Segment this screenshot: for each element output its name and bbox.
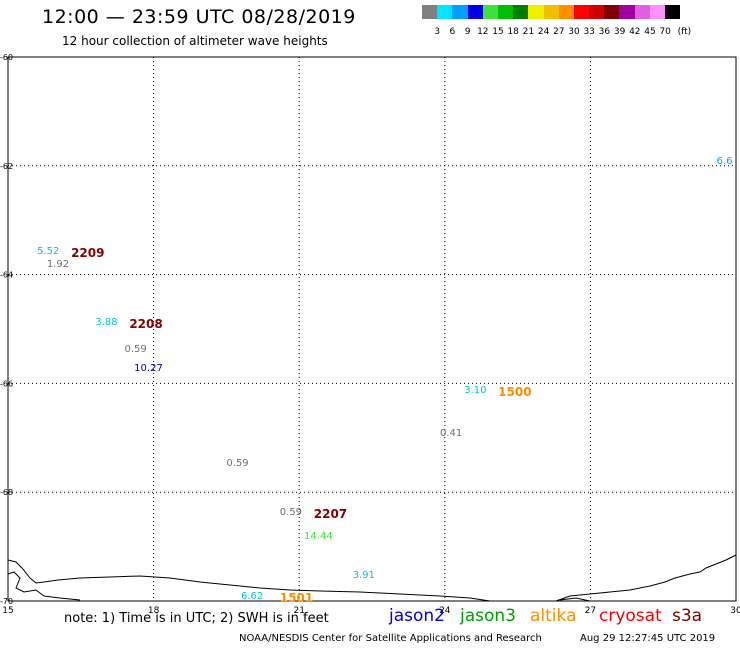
legend-label: 6 [449,27,456,37]
lat-tick-label: -60 [0,53,13,62]
legend-unit: (ft) [677,27,692,37]
wave-height-value: 10.27 [134,362,163,374]
legend-label: 42 [629,27,641,37]
legend-swatch [543,5,559,19]
coastline-east [555,554,737,602]
coastline-west [7,559,491,602]
wave-height-value: 3.88 [95,316,118,328]
legend-swatch [528,5,544,19]
wave-height-value: 3.10 [464,384,487,396]
legend-label: 36 [598,27,611,37]
legend-swatch [452,5,468,19]
legend-swatch [513,5,529,19]
map-subtitle: 12 hour collection of altimeter wave hei… [62,34,328,48]
wave-height-value: 0.59 [124,343,147,355]
legend-label: 70 [659,27,671,37]
wave-height-value: 0.59 [226,458,249,469]
wave-height-value: 0.59 [279,506,303,518]
legend-label: 15 [492,27,504,37]
lat-tick-label: -64 [0,271,13,280]
legend-swatch [482,5,498,19]
pass-time-label: 2207 [313,506,348,521]
wave-height-value: 0.41 [439,428,463,440]
lat-tick-label: -62 [0,162,13,171]
legend-label: 30 [568,27,580,37]
legend-swatch [497,5,514,19]
satellite-cryosat: cryosat [599,606,662,626]
legend-swatch [573,5,590,19]
legend-label: 18 [507,27,519,37]
color-legend: 3 6 9 12 15 18 21 24 27 30 33 36 39 42 45 70 (ft) [422,5,691,37]
pass-time-label: 1501 [279,591,314,606]
lat-tick-label: -66 [0,379,13,388]
plot-frame [7,56,737,602]
wave-height-value: 6.6 [716,156,733,168]
legend-label: 33 [583,27,595,37]
legend-label: 27 [553,27,565,37]
legend-swatch [634,5,650,19]
pass-time-label: 2208 [129,316,163,331]
wave-height-value: 14.44 [304,531,333,543]
pass-time-label: 2209 [71,245,105,260]
coastline-islet [559,597,591,602]
satellite-jason3: jason3 [460,606,516,626]
wave-height-value: 6.62 [240,591,264,603]
credit-line: NOAA/NESDIS Center for Satellite Applica… [239,633,542,644]
satellite-jason2: jason2 [389,606,445,626]
legend-label: 9 [464,27,471,37]
legend-label: 21 [522,27,535,37]
wave-height-value: 5.52 [37,245,60,257]
legend-label: 3 [434,27,441,37]
coastline-inlet [7,571,81,601]
legend-label: 12 [477,27,489,37]
legend-swatch [619,5,635,19]
footer-note: note: 1) Time is in UTC; 2) SWH is in fe… [64,611,329,626]
legend-swatch [437,5,453,19]
wave-height-value: 3.91 [352,569,375,581]
legend-label: 24 [537,27,550,37]
lon-tick-label: 18 [148,606,160,616]
pass-time-label: 1500 [498,384,532,399]
lon-tick-label: 24 [439,606,451,616]
lat-tick-label: -70 [0,597,13,606]
legend-swatch [665,5,681,19]
lon-tick-label: 21 [293,606,304,616]
satellite-s3a: s3a [672,606,703,626]
legend-swatch [649,5,665,19]
legend-swatch [467,5,483,19]
legend-swatch [589,5,605,19]
lon-tick-label: 15 [2,606,13,616]
legend-label: 39 [613,27,626,37]
legend-swatch [558,5,574,19]
satellite-altika: altika [530,606,577,626]
map-title: 12:00 — 23:59 UTC 08/28/2019 [42,6,356,28]
legend-label: 45 [644,27,656,37]
legend-swatch [604,5,620,19]
generation-timestamp: Aug 29 12:27:45 UTC 2019 [580,633,716,644]
lon-tick-label: 30 [730,606,740,616]
lat-tick-label: -68 [0,488,13,497]
legend-swatch [422,5,438,19]
wave-height-value: 1.92 [46,259,70,271]
lon-tick-label: 27 [585,606,596,616]
